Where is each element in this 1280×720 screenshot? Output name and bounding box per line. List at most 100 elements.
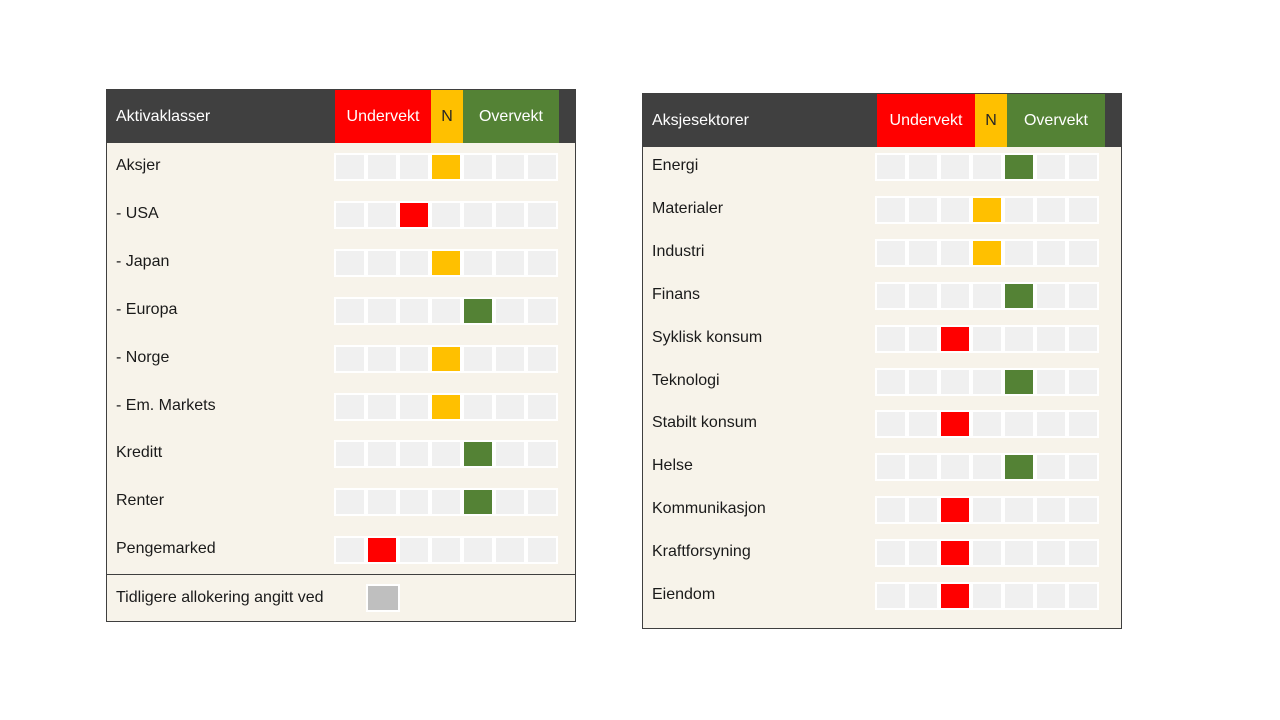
allocation-cell [877, 412, 905, 437]
allocation-cell [528, 394, 556, 419]
allocation-cell [496, 346, 524, 371]
allocation-cell [909, 197, 937, 222]
allocation-marker-under [941, 498, 969, 523]
allocation-marker-under [941, 412, 969, 437]
allocation-cell [336, 202, 364, 227]
allocation-marker-over [1005, 455, 1033, 480]
allocation-cell [464, 394, 492, 419]
allocation-cell [496, 155, 524, 179]
allocation-cell [432, 490, 460, 515]
allocation-scale [875, 281, 1099, 310]
allocation-cell [941, 369, 969, 394]
row-label: Energi [652, 157, 699, 174]
allocation-cell [336, 442, 364, 467]
allocation-cell [1005, 541, 1033, 566]
neutral-header: N [975, 94, 1007, 147]
allocation-cell [973, 412, 1001, 437]
allocation-cell [877, 369, 905, 394]
allocation-scale [875, 324, 1099, 353]
allocation-cell [368, 298, 396, 323]
allocation-cell [1069, 498, 1097, 523]
allocation-cell [400, 155, 428, 179]
allocation-cell [877, 455, 905, 480]
allocation-cell [496, 394, 524, 419]
allocation-cell [368, 394, 396, 419]
allocation-cell [528, 346, 556, 371]
row-label: - USA [116, 204, 159, 222]
allocation-cell [400, 346, 428, 371]
neutral-header: N [431, 90, 463, 143]
asset-class-panel: Aktivaklasser Undervekt N Overvekt Aksje… [106, 89, 576, 622]
allocation-cell [1037, 155, 1065, 179]
allocation-cell [1037, 283, 1065, 308]
allocation-cell [336, 490, 364, 515]
allocation-cell [1069, 541, 1097, 566]
allocation-cell [496, 298, 524, 323]
allocation-scale [875, 539, 1099, 568]
allocation-cell [1005, 240, 1033, 265]
legend-swatch [366, 584, 400, 612]
allocation-cell [909, 326, 937, 351]
allocation-scale [875, 496, 1099, 525]
row-label: Teknologi [652, 371, 720, 389]
allocation-marker-over [1005, 155, 1033, 179]
allocation-cell [528, 155, 556, 179]
allocation-cell [528, 490, 556, 515]
underweight-header: Undervekt [335, 90, 431, 143]
allocation-cell [464, 346, 492, 371]
allocation-cell [941, 283, 969, 308]
allocation-cell [877, 155, 905, 179]
allocation-marker-neutral [432, 250, 460, 275]
allocation-marker-neutral [432, 346, 460, 371]
allocation-cell [432, 298, 460, 323]
allocation-cell [368, 250, 396, 275]
allocation-scale [334, 248, 558, 277]
allocation-cell [909, 283, 937, 308]
row-label: Kraftforsyning [652, 543, 751, 561]
allocation-scale [334, 296, 558, 325]
allocation-cell [1069, 412, 1097, 437]
allocation-cell [528, 538, 556, 563]
allocation-cell [909, 155, 937, 179]
allocation-scale [875, 410, 1099, 439]
allocation-cell [1005, 412, 1033, 437]
allocation-scale [334, 488, 558, 517]
allocation-marker-over [464, 442, 492, 467]
allocation-marker-neutral [432, 155, 460, 179]
allocation-marker-neutral [973, 197, 1001, 222]
row-label: Helse [652, 457, 693, 475]
allocation-cell [941, 197, 969, 222]
row-label: - Norge [116, 348, 170, 366]
allocation-cell [1069, 455, 1097, 480]
allocation-cell [368, 346, 396, 371]
underweight-header: Undervekt [877, 94, 975, 147]
allocation-cell [1069, 197, 1097, 222]
allocation-marker-under [400, 202, 428, 227]
sector-panel: Aksjesektorer Undervekt N Overvekt Energ… [642, 93, 1122, 629]
allocation-cell [973, 155, 1001, 179]
row-label: Pengemarked [116, 540, 216, 558]
row-label: - Japan [116, 252, 170, 270]
allocation-cell [400, 538, 428, 563]
allocation-cell [368, 202, 396, 227]
allocation-cell [877, 584, 905, 608]
allocation-cell [909, 584, 937, 608]
allocation-scale [334, 153, 558, 181]
row-label: Aksjer [116, 157, 161, 174]
allocation-marker-over [1005, 283, 1033, 308]
allocation-cell [336, 298, 364, 323]
allocation-cell [909, 369, 937, 394]
sector-title: Aksjesektorer [652, 112, 749, 129]
allocation-cell [528, 202, 556, 227]
allocation-cell [1037, 455, 1065, 480]
allocation-marker-neutral [432, 394, 460, 419]
legend-divider [107, 574, 575, 575]
asset-class-header: Aktivaklasser Undervekt N Overvekt [107, 90, 575, 143]
overweight-header: Overvekt [1007, 94, 1105, 147]
allocation-marker-under [941, 541, 969, 566]
allocation-cell [1037, 584, 1065, 608]
allocation-cell [368, 155, 396, 179]
row-label: - Europa [116, 300, 178, 318]
allocation-cell [941, 240, 969, 265]
row-label: Syklisk konsum [652, 328, 763, 346]
